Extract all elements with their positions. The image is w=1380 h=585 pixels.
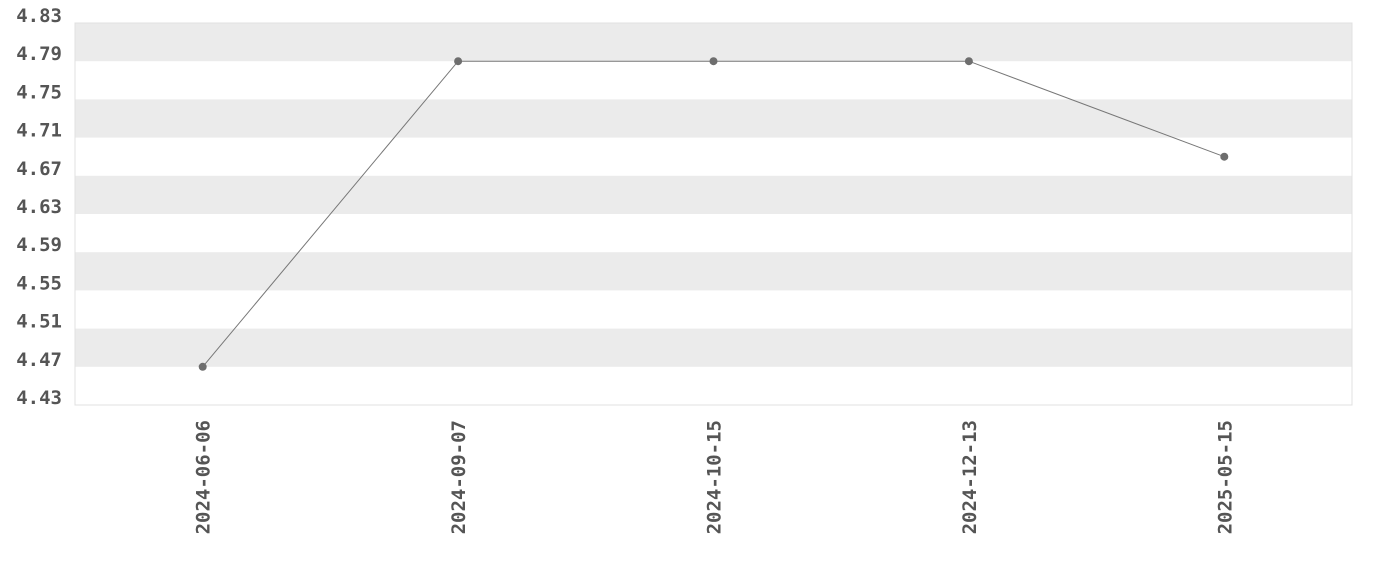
grid-band [75, 23, 1352, 62]
x-axis: 2024-06-06 2024-09-07 2024-10-15 2024-12-13… [193, 420, 1237, 534]
grid-band [75, 99, 1352, 138]
data-point [454, 57, 463, 66]
y-axis: 4.43 4.47 4.51 4.55 4.59 4.63 4.67 4.71 4.75 4.79… [16, 5, 62, 409]
y-tick-label: 4.75 [16, 81, 62, 103]
y-tick-label: 4.71 [16, 120, 62, 142]
x-tick-label: 2025-05-15 [1214, 420, 1236, 534]
plot-frame [74, 22, 1353, 406]
data-point [198, 362, 207, 371]
grid-band [75, 252, 1352, 291]
x-tick-label: 2024-06-06 [193, 420, 215, 534]
grid-band [75, 328, 1352, 367]
data-point [964, 57, 973, 66]
data-point [1220, 152, 1229, 161]
y-tick-label: 4.67 [16, 158, 62, 180]
x-tick-label: 2024-12-13 [959, 420, 981, 534]
grid-band [75, 175, 1352, 214]
data-points [198, 57, 1229, 371]
x-tick-label: 2024-09-07 [448, 420, 470, 534]
y-tick-label: 4.51 [16, 311, 62, 333]
y-tick-label: 4.63 [16, 196, 62, 218]
x-tick-label: 2024-10-15 [704, 420, 726, 534]
y-tick-label: 4.43 [16, 387, 62, 409]
data-point [709, 57, 718, 66]
y-tick-label: 4.83 [16, 5, 62, 27]
grid-bands [75, 23, 1352, 367]
y-tick-label: 4.55 [16, 272, 62, 294]
y-tick-label: 4.79 [16, 43, 62, 65]
y-tick-label: 4.47 [16, 349, 62, 371]
y-tick-label: 4.59 [16, 234, 62, 256]
